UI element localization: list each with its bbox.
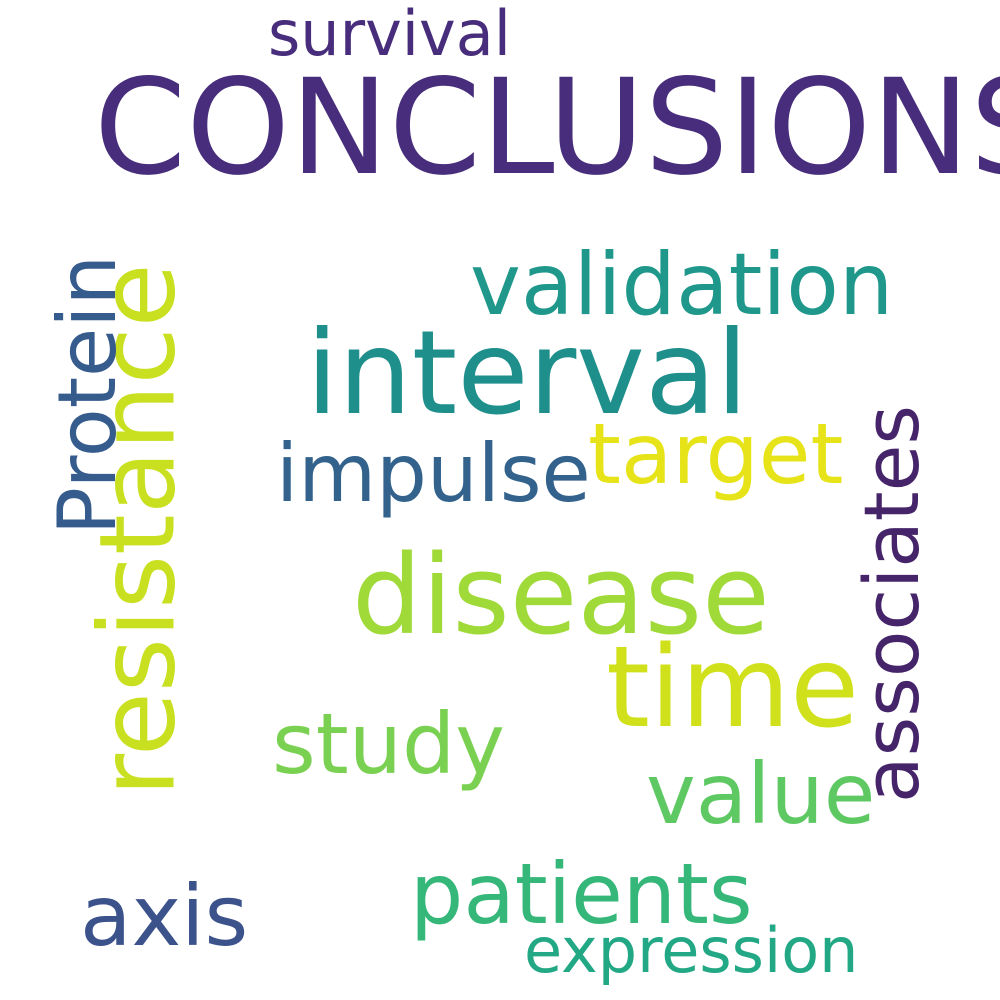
word-study: study (272, 695, 505, 793)
word-validation: validation (470, 235, 894, 335)
word-disease: disease (352, 531, 770, 659)
word-time: time (606, 623, 860, 753)
word-axis: axis (80, 867, 249, 965)
word-interval: interval (306, 306, 749, 441)
word-patients: patients (410, 845, 753, 943)
word-target: target (588, 405, 844, 503)
word-protein: Protein (41, 254, 135, 536)
word-conclusions: CONCLUSIONS (94, 51, 1000, 205)
word-expression: expression (524, 914, 859, 987)
word-associates: associates (846, 405, 936, 803)
word-survival: survival (268, 0, 511, 70)
word-value: value (646, 745, 876, 843)
word-impulse: impulse (276, 427, 591, 520)
